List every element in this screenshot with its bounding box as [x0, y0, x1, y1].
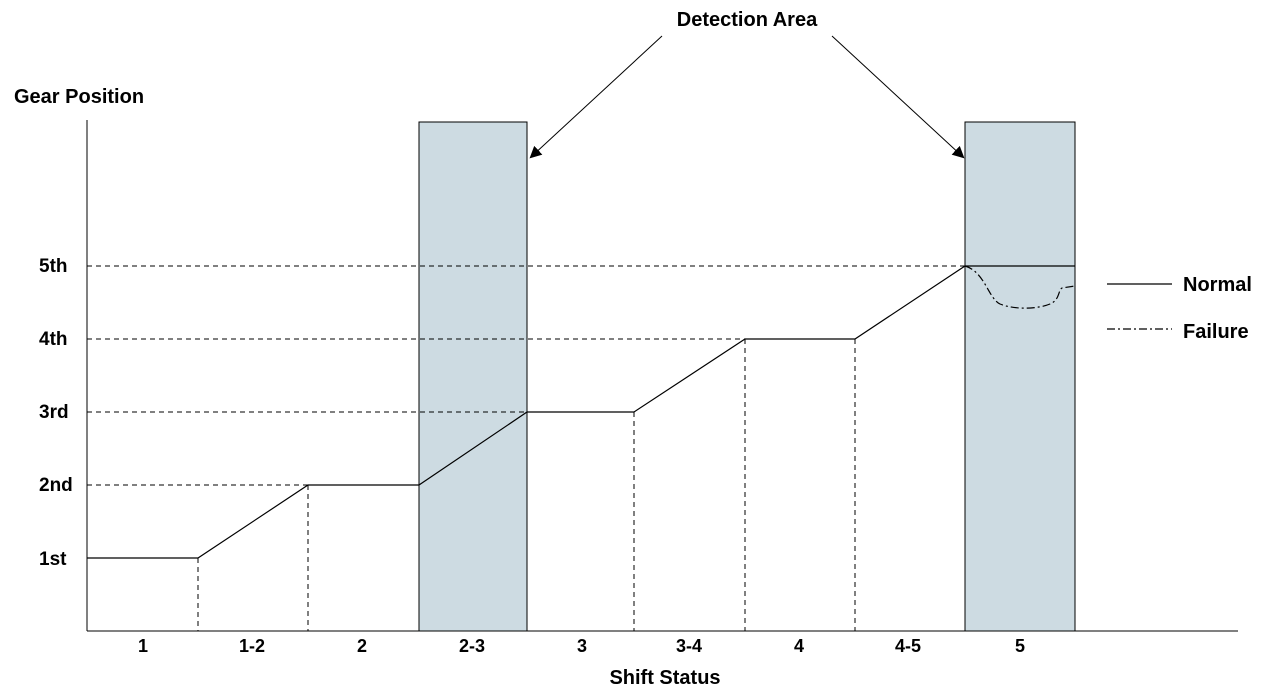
y-tick-2nd: 2nd — [39, 475, 73, 496]
x-tick-1-2: 1-2 — [239, 636, 265, 656]
y-tick-4th: 4th — [39, 329, 68, 350]
y-tick-3rd: 3rd — [39, 402, 69, 423]
y-axis-title: Gear Position — [14, 86, 144, 108]
detection-arrow-left — [529, 35, 663, 159]
x-tick-labels: 1 1-2 2 2-3 3 3-4 4 4-5 5 — [138, 636, 1025, 656]
legend-failure-label: Failure — [1183, 321, 1249, 343]
x-axis-title: Shift Status — [609, 667, 720, 689]
x-tick-2: 2 — [357, 636, 367, 656]
y-tick-labels: 1st 2nd 3rd 4th 5th — [39, 256, 73, 570]
detection-area-5 — [964, 121, 1076, 632]
gear-reference-lines — [87, 265, 965, 486]
x-tick-4-5: 4-5 — [895, 636, 921, 656]
x-tick-2-3: 2-3 — [459, 636, 485, 656]
detection-area-2-3 — [418, 121, 528, 632]
x-tick-3-4: 3-4 — [676, 636, 702, 656]
detection-area-label: Detection Area — [677, 9, 818, 31]
failure-series-line — [964, 265, 1076, 309]
y-tick-1st: 1st — [39, 549, 67, 570]
x-tick-5: 5 — [1015, 636, 1025, 656]
x-tick-3: 3 — [577, 636, 587, 656]
x-tick-1: 1 — [138, 636, 148, 656]
y-tick-5th: 5th — [39, 256, 68, 277]
shift-boundary-lines — [197, 339, 856, 631]
legend-normal-label: Normal — [1183, 274, 1252, 296]
x-tick-4: 4 — [794, 636, 804, 656]
detection-arrow-right — [831, 35, 965, 159]
normal-series-line — [87, 265, 1075, 559]
legend: Normal Failure — [1107, 274, 1252, 343]
